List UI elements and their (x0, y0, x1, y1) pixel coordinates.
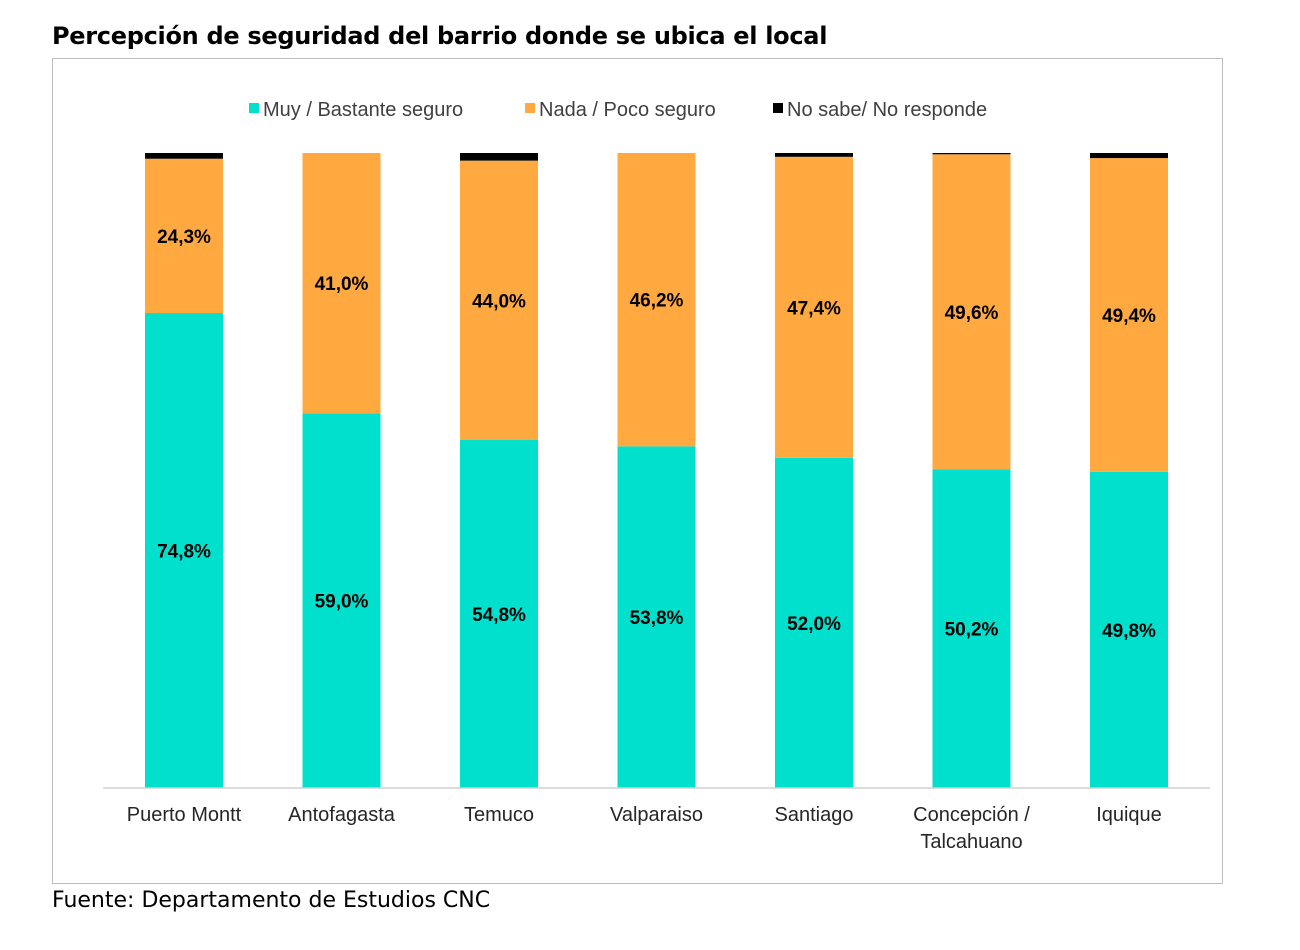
chart-frame: Muy / Bastante seguro Nada / Poco seguro N… (52, 58, 1223, 884)
legend-swatch-3 (773, 103, 783, 113)
x-axis-tick-labels: Puerto Montt Antofagasta Temuco Valparaiso S… (127, 804, 1162, 853)
chart-legend: Muy / Bastante seguro Nada / Poco seguro N… (249, 99, 987, 121)
bars (145, 153, 1168, 788)
data-label-1-2: 59,0% (315, 592, 369, 613)
source-note: Fuente: Departamento de Estudios CNC (52, 888, 491, 913)
x-tick-label-6-line-2: Talcahuano (920, 831, 1022, 853)
data-label-1-7: 49,8% (1102, 621, 1156, 642)
bar-segment-1-3 (460, 440, 538, 788)
legend-label-1: Muy / Bastante seguro (263, 99, 463, 121)
bar-segment-1-4 (617, 446, 696, 788)
data-label-2-2: 41,0% (315, 274, 369, 295)
legend-swatch-2 (525, 103, 535, 113)
bar-segment-2-7 (1090, 158, 1168, 472)
data-label-2-3: 44,0% (472, 291, 526, 312)
data-label-1-1: 74,8% (157, 542, 211, 563)
bar-segment-2-3 (460, 160, 538, 441)
bar-segment-3-7 (1090, 153, 1168, 159)
data-label-1-4: 53,8% (630, 608, 684, 629)
bar-segment-1-7 (1090, 471, 1168, 788)
stacked-bar-chart: Muy / Bastante seguro Nada / Poco seguro N… (103, 99, 1210, 853)
bar-segment-3-5 (775, 153, 853, 157)
data-label-1-5: 52,0% (787, 614, 841, 635)
bar-segment-1-2 (302, 413, 381, 788)
x-tick-label-4: Valparaiso (610, 804, 703, 826)
x-tick-label-5: Santiago (775, 804, 854, 826)
data-label-1-3: 54,8% (472, 605, 526, 626)
legend-label-3: No sabe/ No responde (787, 99, 987, 121)
bar-segment-2-6 (932, 154, 1011, 470)
x-tick-label-1: Puerto Montt (127, 804, 242, 826)
bar-segment-2-5 (775, 156, 853, 458)
bar-segment-3-3 (460, 153, 538, 161)
legend-label-2: Nada / Poco seguro (539, 99, 716, 121)
data-label-2-5: 47,4% (787, 298, 841, 319)
x-tick-label-6-line-1: Concepción / (913, 804, 1030, 826)
bar-segment-3-1 (145, 153, 223, 159)
bar-segment-2-4 (617, 153, 696, 447)
bar-segment-1-6 (932, 469, 1011, 788)
data-label-2-1: 24,3% (157, 227, 211, 248)
data-labels: 74,8% 24,3% 59,0% 41,0% 54,8% 44,0% 53,8% 46,2%… (157, 227, 1156, 642)
data-label-2-6: 49,6% (945, 303, 999, 324)
bar-segment-3-6 (932, 153, 1011, 155)
data-label-2-7: 49,4% (1102, 306, 1156, 327)
data-label-1-6: 50,2% (945, 620, 999, 641)
page-title: Percepción de seguridad del barrio donde… (52, 22, 828, 50)
bar-segment-1-1 (145, 313, 223, 788)
x-tick-label-7: Iquique (1096, 804, 1162, 826)
bar-segment-2-1 (145, 158, 223, 314)
data-label-2-4: 46,2% (630, 291, 684, 312)
bar-segment-2-2 (302, 153, 381, 414)
x-tick-label-3: Temuco (464, 804, 534, 826)
bar-segment-1-5 (775, 457, 853, 788)
x-tick-label-2: Antofagasta (288, 804, 396, 826)
legend-swatch-1 (249, 103, 259, 113)
